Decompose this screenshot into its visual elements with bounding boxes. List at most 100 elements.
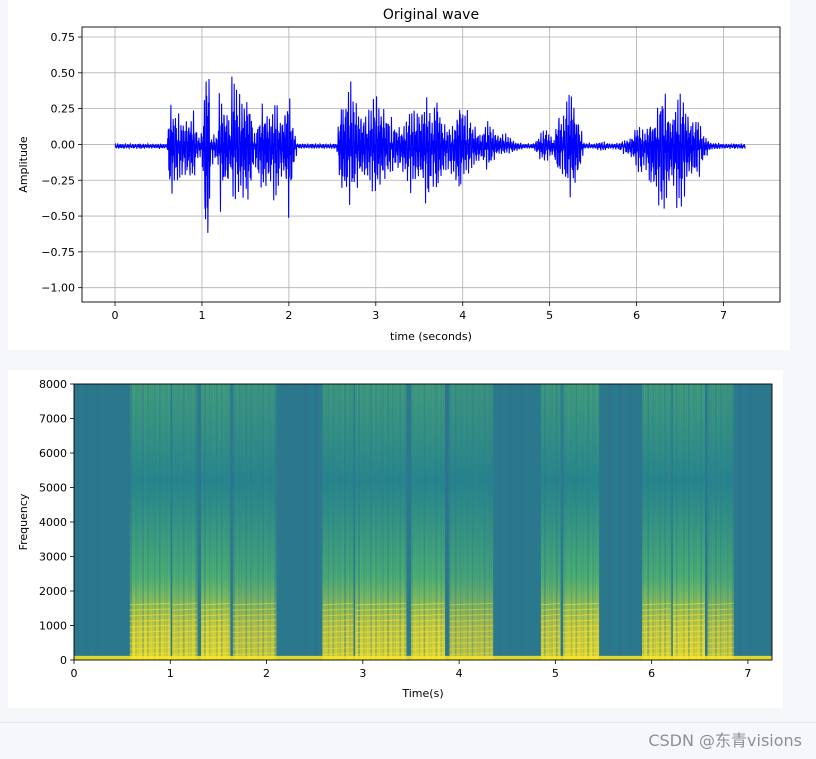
harmonic-band [322,624,354,628]
harmonic-band [201,646,230,650]
voiced-column [141,384,145,660]
harmonic-band [201,652,230,656]
y-tick-label: −0.50 [41,210,75,223]
harmonic-band [641,630,671,633]
harmonic-band [232,624,277,628]
spectrogram-texture [522,384,529,660]
voiced-column [374,384,378,660]
y-axis-label: Frequency [17,493,30,550]
voiced-column [475,384,479,660]
x-tick-label: 0 [112,309,119,322]
harmonic-band [410,630,445,633]
voiced-column [367,384,371,660]
spectrogram-texture [622,384,628,660]
harmonic-band [641,641,671,645]
y-tick-label: −0.25 [41,174,75,187]
voiced-column [714,384,718,660]
voiced-column [579,384,583,660]
voiced-column [697,384,701,660]
voiced-column [334,384,338,660]
voiced-column [694,384,698,660]
harmonic-band [172,608,198,611]
chart-title: Original wave [383,7,479,23]
harmonic-band [563,630,599,633]
voiced-column [685,384,688,660]
x-tick-label: 5 [546,309,553,322]
voiced-column [480,384,484,660]
y-tick-label: 2000 [39,585,67,598]
x-tick-label: 3 [359,667,366,680]
harmonic-band [672,635,705,639]
voiced-column [343,384,347,660]
spectrogram-texture [617,384,623,660]
voiced-column [430,384,434,660]
harmonic-band [322,641,354,645]
y-tick-label: 0.50 [51,67,76,80]
harmonic-band [563,613,599,617]
voiced-column [483,384,486,660]
harmonic-band [672,641,705,645]
harmonic-band [201,613,230,617]
voiced-column [396,384,400,660]
voiced-column [153,384,157,660]
voiced-column [682,384,686,660]
harmonic-band [172,646,198,650]
harmonic-band [172,635,198,639]
voiced-column [557,384,561,660]
harmonic-band [172,619,198,622]
voiced-column [389,384,392,660]
spectrogram-texture [83,384,90,660]
voiced-column [160,384,164,660]
spectrogram-texture [308,384,314,660]
voiced-column [192,384,196,660]
voiced-column [163,384,166,660]
harmonic-band [707,652,734,656]
voiced-column [668,384,672,660]
spectrogram-texture [288,384,294,660]
voiced-column [201,384,204,660]
voiced-column [268,384,272,660]
x-tick-label: 4 [459,309,466,322]
voiced-column [658,384,662,660]
voiced-column [384,384,388,660]
spectrogram-texture [512,384,519,660]
voiced-column [543,384,547,660]
voiced-column [565,384,569,660]
voiced-column [702,384,706,660]
voiced-column [654,384,657,660]
voiced-column [247,384,251,660]
footer-divider [0,722,816,723]
spectrogram-texture [537,384,544,660]
harmonic-band [449,619,493,622]
harmonic-band [672,646,705,650]
voiced-column [271,384,275,660]
watermark: CSDN @东青visions [648,731,802,750]
spectrogram-texture [408,384,414,660]
voiced-column [413,384,417,660]
spectrogram-texture [527,384,534,660]
voiced-column [210,384,214,660]
voiced-column [468,384,472,660]
x-tick-label: 5 [552,667,559,680]
harmonic-band [172,641,198,645]
voiced-column [591,384,595,660]
voiced-column [540,384,544,660]
voiced-column [439,384,443,660]
harmonic-band [355,635,407,639]
voiced-column [415,384,419,660]
harmonic-band [172,602,198,606]
voiced-column [572,384,576,660]
voiced-column [184,384,188,660]
spectrogram-texture [88,384,95,660]
voiced-column [646,384,650,660]
voiced-column [381,384,385,660]
voiced-column [194,384,198,660]
voiced-column [689,384,693,660]
voiced-column [651,384,655,660]
voiced-column [240,384,243,660]
harmonic-band [322,646,354,650]
spectrogram-texture [597,384,603,660]
harmonic-band [322,608,354,611]
harmonic-band [410,613,445,617]
voiced-column [459,384,462,660]
